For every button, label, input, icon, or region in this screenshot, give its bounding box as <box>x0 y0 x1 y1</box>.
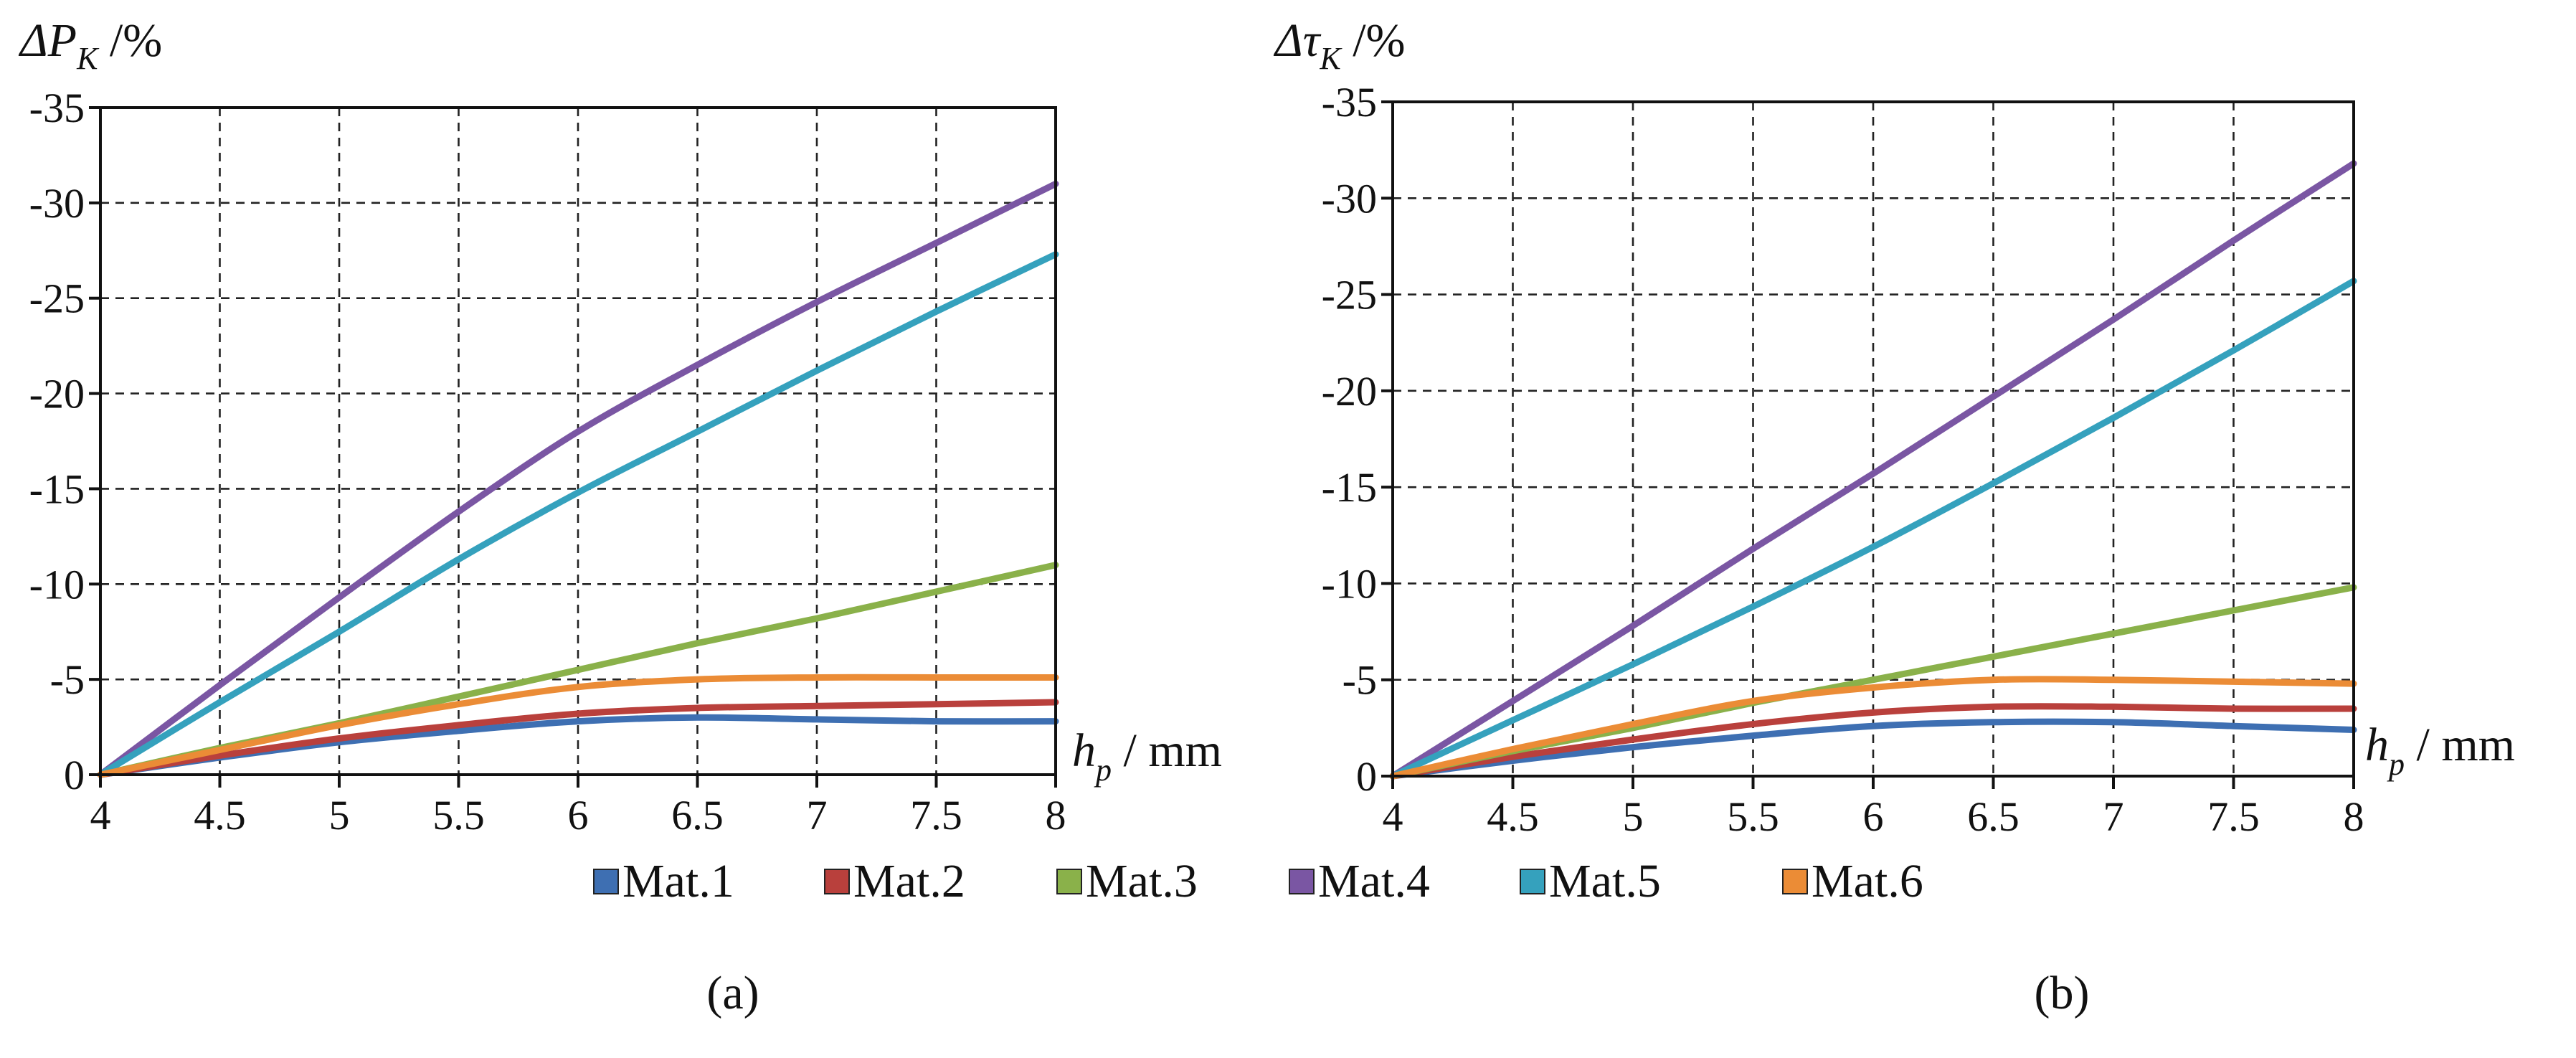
x-tick-label-b: 7 <box>2103 793 2124 840</box>
series-line-mat1-b <box>1389 718 2357 780</box>
x-tick-label-b: 8 <box>2344 793 2364 840</box>
legend-label: Mat.3 <box>1086 855 1198 907</box>
x-tick-label-b: 5.5 <box>1727 793 1779 840</box>
ticks-b: 4 4.5 5 5.5 6 6.5 7 7.5 8 0 -5 -10 -15 -20 -25 -30 -35 <box>1322 79 2364 840</box>
legend-label: Mat.6 <box>1812 855 1923 907</box>
y-axis-label-sub-b: K <box>1319 41 1343 76</box>
series-line-mat4-b <box>1389 160 2357 780</box>
legend-swatch <box>1520 869 1545 894</box>
legend-swatch <box>1289 869 1315 894</box>
x-axis-label-main-a: h <box>1072 724 1096 777</box>
y-tick-label-a: -5 <box>50 656 85 703</box>
y-tick-label-a: -30 <box>29 180 85 227</box>
legend-label: Mat.2 <box>853 855 965 907</box>
series-line-mat2-a <box>97 699 1059 778</box>
series-line-mat5-b <box>1389 278 2357 780</box>
y-tick-label-b: -25 <box>1322 272 1377 318</box>
y-tick-label-b: -35 <box>1322 79 1377 126</box>
grid-b <box>1393 102 2354 776</box>
legend-item-mat5: Mat.5 <box>1520 855 1661 907</box>
x-tick-label-a: 6.5 <box>671 792 724 839</box>
x-tick-label-a: 4 <box>90 792 111 839</box>
y-tick-label-b: 0 <box>1356 753 1377 800</box>
legend-swatch <box>824 869 850 894</box>
legend: Mat.1 Mat.2 Mat.3 Mat.4 Mat.5 Mat.6 <box>593 855 1923 907</box>
y-tick-label-a: -15 <box>29 466 85 512</box>
x-axis-label-main-b: h <box>2365 719 2389 771</box>
legend-swatch <box>593 869 619 894</box>
x-tick-label-a: 6 <box>568 792 589 839</box>
x-axis-label-a: hp / mm <box>1072 724 1222 788</box>
series-line-mat6-a <box>97 674 1059 778</box>
legend-item-mat1: Mat.1 <box>593 855 734 907</box>
x-axis-label-b: hp / mm <box>2365 719 2515 782</box>
x-tick-label-b: 5 <box>1623 793 1644 840</box>
x-tick-label-a: 4.5 <box>194 792 246 839</box>
x-tick-label-b: 4.5 <box>1487 793 1539 840</box>
y-tick-label-a: -35 <box>29 85 85 131</box>
x-tick-label-a: 5 <box>329 792 350 839</box>
legend-item-mat2: Mat.2 <box>824 855 965 907</box>
series-a <box>97 180 1059 778</box>
series-line-mat5-a <box>97 251 1059 778</box>
series-line-mat4-a <box>97 180 1059 778</box>
x-tick-label-a: 7 <box>807 792 828 839</box>
x-axis-label-sub-a: p <box>1094 752 1112 788</box>
y-axis-label-b: ΔτK /% <box>1273 14 1406 76</box>
y-axis-label-main-b: Δτ <box>1273 14 1322 67</box>
y-tick-label-a: -10 <box>29 561 85 608</box>
y-tick-label-b: -5 <box>1343 657 1377 704</box>
x-tick-label-b: 4 <box>1383 793 1403 840</box>
legend-swatch <box>1056 869 1082 894</box>
x-tick-label-b: 6 <box>1863 793 1884 840</box>
series-line-mat6-b <box>1389 676 2357 780</box>
y-tick-label-b: -10 <box>1322 560 1377 607</box>
x-tick-label-b: 6.5 <box>1967 793 2019 840</box>
series-line-mat2-b <box>1389 703 2357 780</box>
x-tick-label-a: 8 <box>1046 792 1066 839</box>
x-axis-label-sub-b: p <box>2387 747 2405 782</box>
y-axis-label-unit-a: /% <box>98 14 162 67</box>
panel-label-b: (b) <box>2035 967 2090 1019</box>
x-axis-label-unit-b: / mm <box>2405 719 2515 771</box>
y-axis-label-main-a: ΔP <box>18 14 77 67</box>
y-axis-label-sub-a: K <box>76 41 100 76</box>
grid-a <box>100 108 1056 775</box>
legend-label: Mat.5 <box>1549 855 1661 907</box>
y-tick-label-b: -30 <box>1322 175 1377 222</box>
y-axis-label-unit-b: /% <box>1341 14 1406 67</box>
y-tick-label-a: -25 <box>29 275 85 322</box>
y-tick-label-b: -20 <box>1322 368 1377 415</box>
chart-panel-a: 4 4.5 5 5.5 6 6.5 7 7.5 8 0 -5 -10 -15 -20 -25 -30 -35 Δ… <box>18 14 1222 1019</box>
ticks-a: 4 4.5 5 5.5 6 6.5 7 7.5 8 0 -5 -10 -15 -20 -25 -30 -35 <box>29 85 1066 839</box>
x-tick-label-a: 7.5 <box>910 792 962 839</box>
y-tick-label-a: -20 <box>29 371 85 417</box>
legend-swatch <box>1782 869 1808 894</box>
chart-panel-b: 4 4.5 5 5.5 6 6.5 7 7.5 8 0 -5 -10 -15 -20 -25 -30 -35 Δ… <box>1273 14 2515 1019</box>
legend-label: Mat.4 <box>1318 855 1430 907</box>
x-tick-label-b: 7.5 <box>2207 793 2260 840</box>
legend-label: Mat.1 <box>622 855 734 907</box>
y-tick-label-a: 0 <box>64 752 85 798</box>
y-tick-label-b: -15 <box>1322 464 1377 511</box>
panel-label-a: (a) <box>706 967 759 1019</box>
y-axis-label-a: ΔPK /% <box>18 14 162 76</box>
legend-item-mat6: Mat.6 <box>1782 855 1923 907</box>
x-axis-label-unit-a: / mm <box>1112 724 1222 777</box>
series-b <box>1389 160 2357 780</box>
legend-item-mat4: Mat.4 <box>1289 855 1430 907</box>
x-tick-label-a: 5.5 <box>432 792 485 839</box>
legend-item-mat3: Mat.3 <box>1056 855 1198 907</box>
